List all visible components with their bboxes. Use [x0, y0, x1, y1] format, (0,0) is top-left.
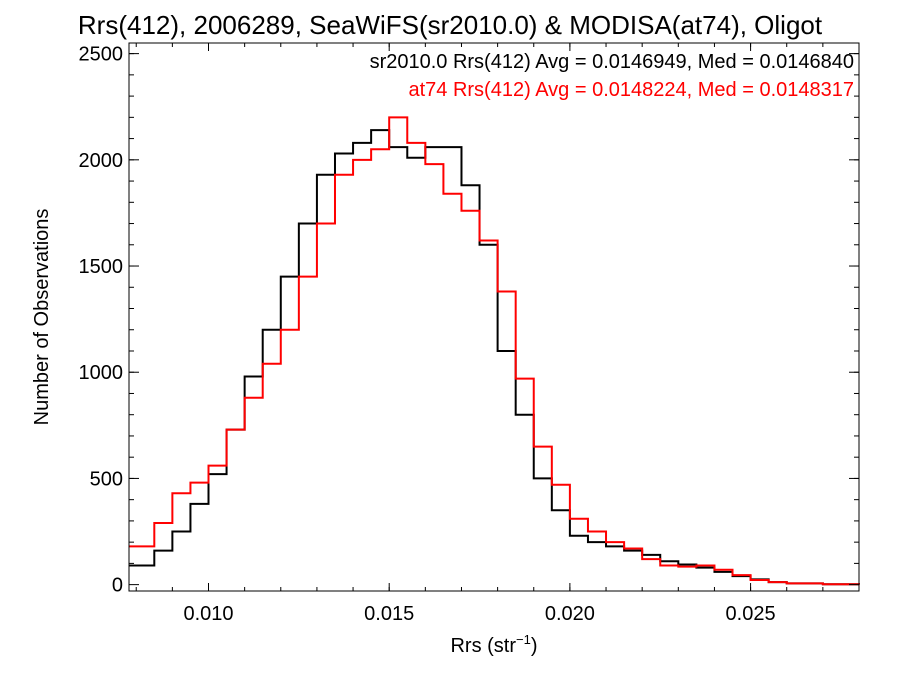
x-axis-label-main: Rrs (str: [450, 635, 516, 657]
y-tick-label: 500: [90, 468, 123, 490]
x-axis-label-superscript: −1: [516, 632, 531, 647]
series-group: [129, 116, 860, 586]
x-axis-ticks: 0.010 0.015 0.020 0.025: [135, 43, 860, 625]
y-tick-label: 1500: [79, 256, 124, 278]
x-tick-label: 0.025: [726, 603, 776, 625]
y-tick-label: 0: [112, 575, 123, 597]
plot-frame: [128, 42, 860, 592]
x-axis-label-end: ): [531, 635, 538, 657]
x-tick-label: 0.015: [364, 603, 414, 625]
x-tick-label: 0.010: [183, 603, 233, 625]
y-tick-label: 2000: [79, 150, 124, 172]
x-axis-label: Rrs (str−1): [450, 632, 537, 657]
legend-series-2-label: at74 Rrs(412) Avg = 0.0148224, Med = 0.0…: [408, 79, 854, 101]
y-axis-label: Number of Observations: [31, 209, 53, 426]
series-line-2: [129, 116, 860, 586]
x-tick-label: 0.020: [545, 603, 595, 625]
y-tick-label: 1000: [79, 362, 124, 384]
chart-title: Rrs(412), 2006289, SeaWiFS(sr2010.0) & M…: [78, 10, 823, 40]
legend-series-1-label: sr2010.0 Rrs(412) Avg = 0.0146949, Med =…: [370, 51, 854, 73]
y-tick-label: 2500: [79, 44, 124, 66]
y-axis-ticks: 0 500 1000 1500 2000 2500: [79, 44, 859, 597]
